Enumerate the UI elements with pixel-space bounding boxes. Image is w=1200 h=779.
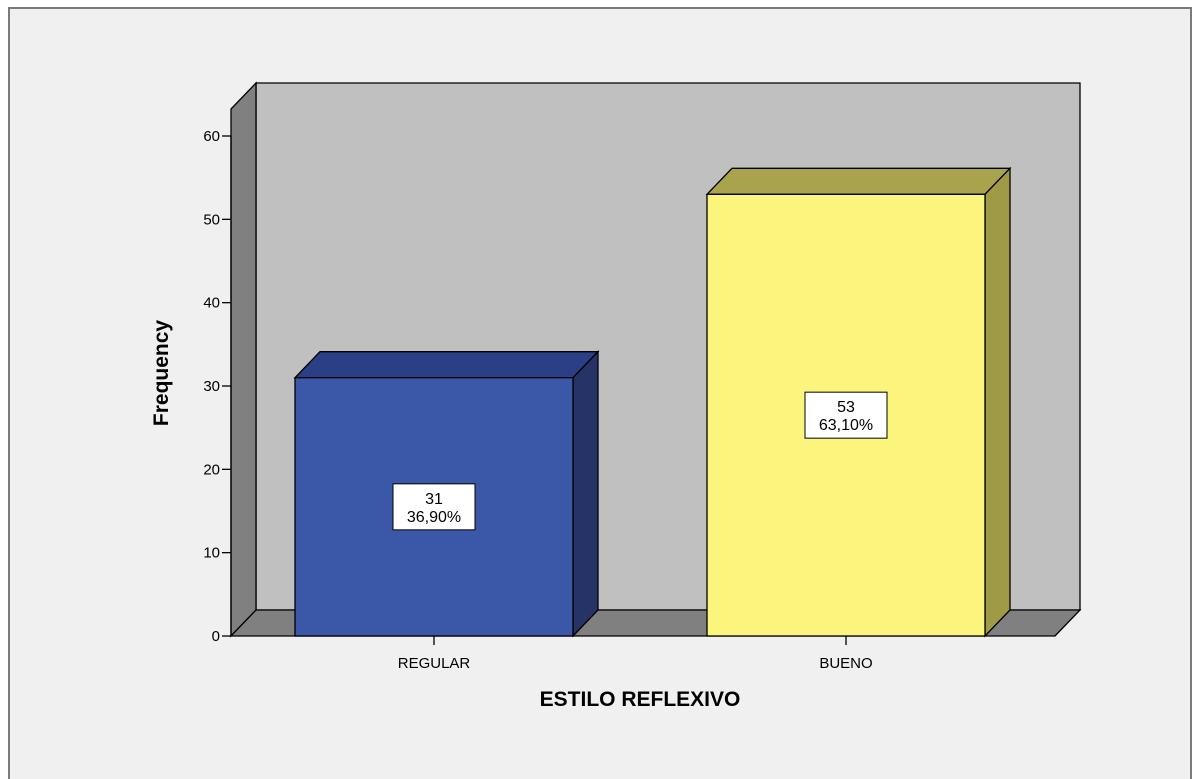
side-wall (230, 81, 257, 638)
x-axis: REGULAR BUENO (398, 636, 873, 672)
y-tick-label: 60 (203, 128, 220, 145)
x-tick-label: REGULAR (398, 655, 471, 672)
x-axis-title: ESTILO REFLEXIVO (540, 688, 741, 711)
y-tick-label: 30 (203, 378, 220, 395)
bar-side (984, 166, 1011, 638)
data-label-box (804, 391, 888, 439)
data-label-percent: 63,10% (819, 417, 873, 434)
y-tick-label: 50 (203, 211, 220, 228)
data-label-count: 31 (425, 491, 443, 508)
bar-top (705, 167, 1012, 195)
y-axis: 0 10 20 30 40 50 60 (203, 128, 232, 645)
y-tick-label: 40 (203, 295, 220, 312)
x-tick-label: BUENO (819, 655, 872, 672)
y-tick-label: 10 (203, 545, 220, 562)
data-label-box (392, 483, 476, 531)
y-tick-label: 20 (203, 461, 220, 478)
y-tick-label: 0 (212, 628, 220, 645)
bar-side (572, 350, 599, 638)
bar-top (293, 351, 600, 379)
data-label-count: 53 (837, 399, 855, 416)
data-label-percent: 36,90% (407, 509, 461, 526)
y-axis-title: Frequency (150, 320, 173, 427)
